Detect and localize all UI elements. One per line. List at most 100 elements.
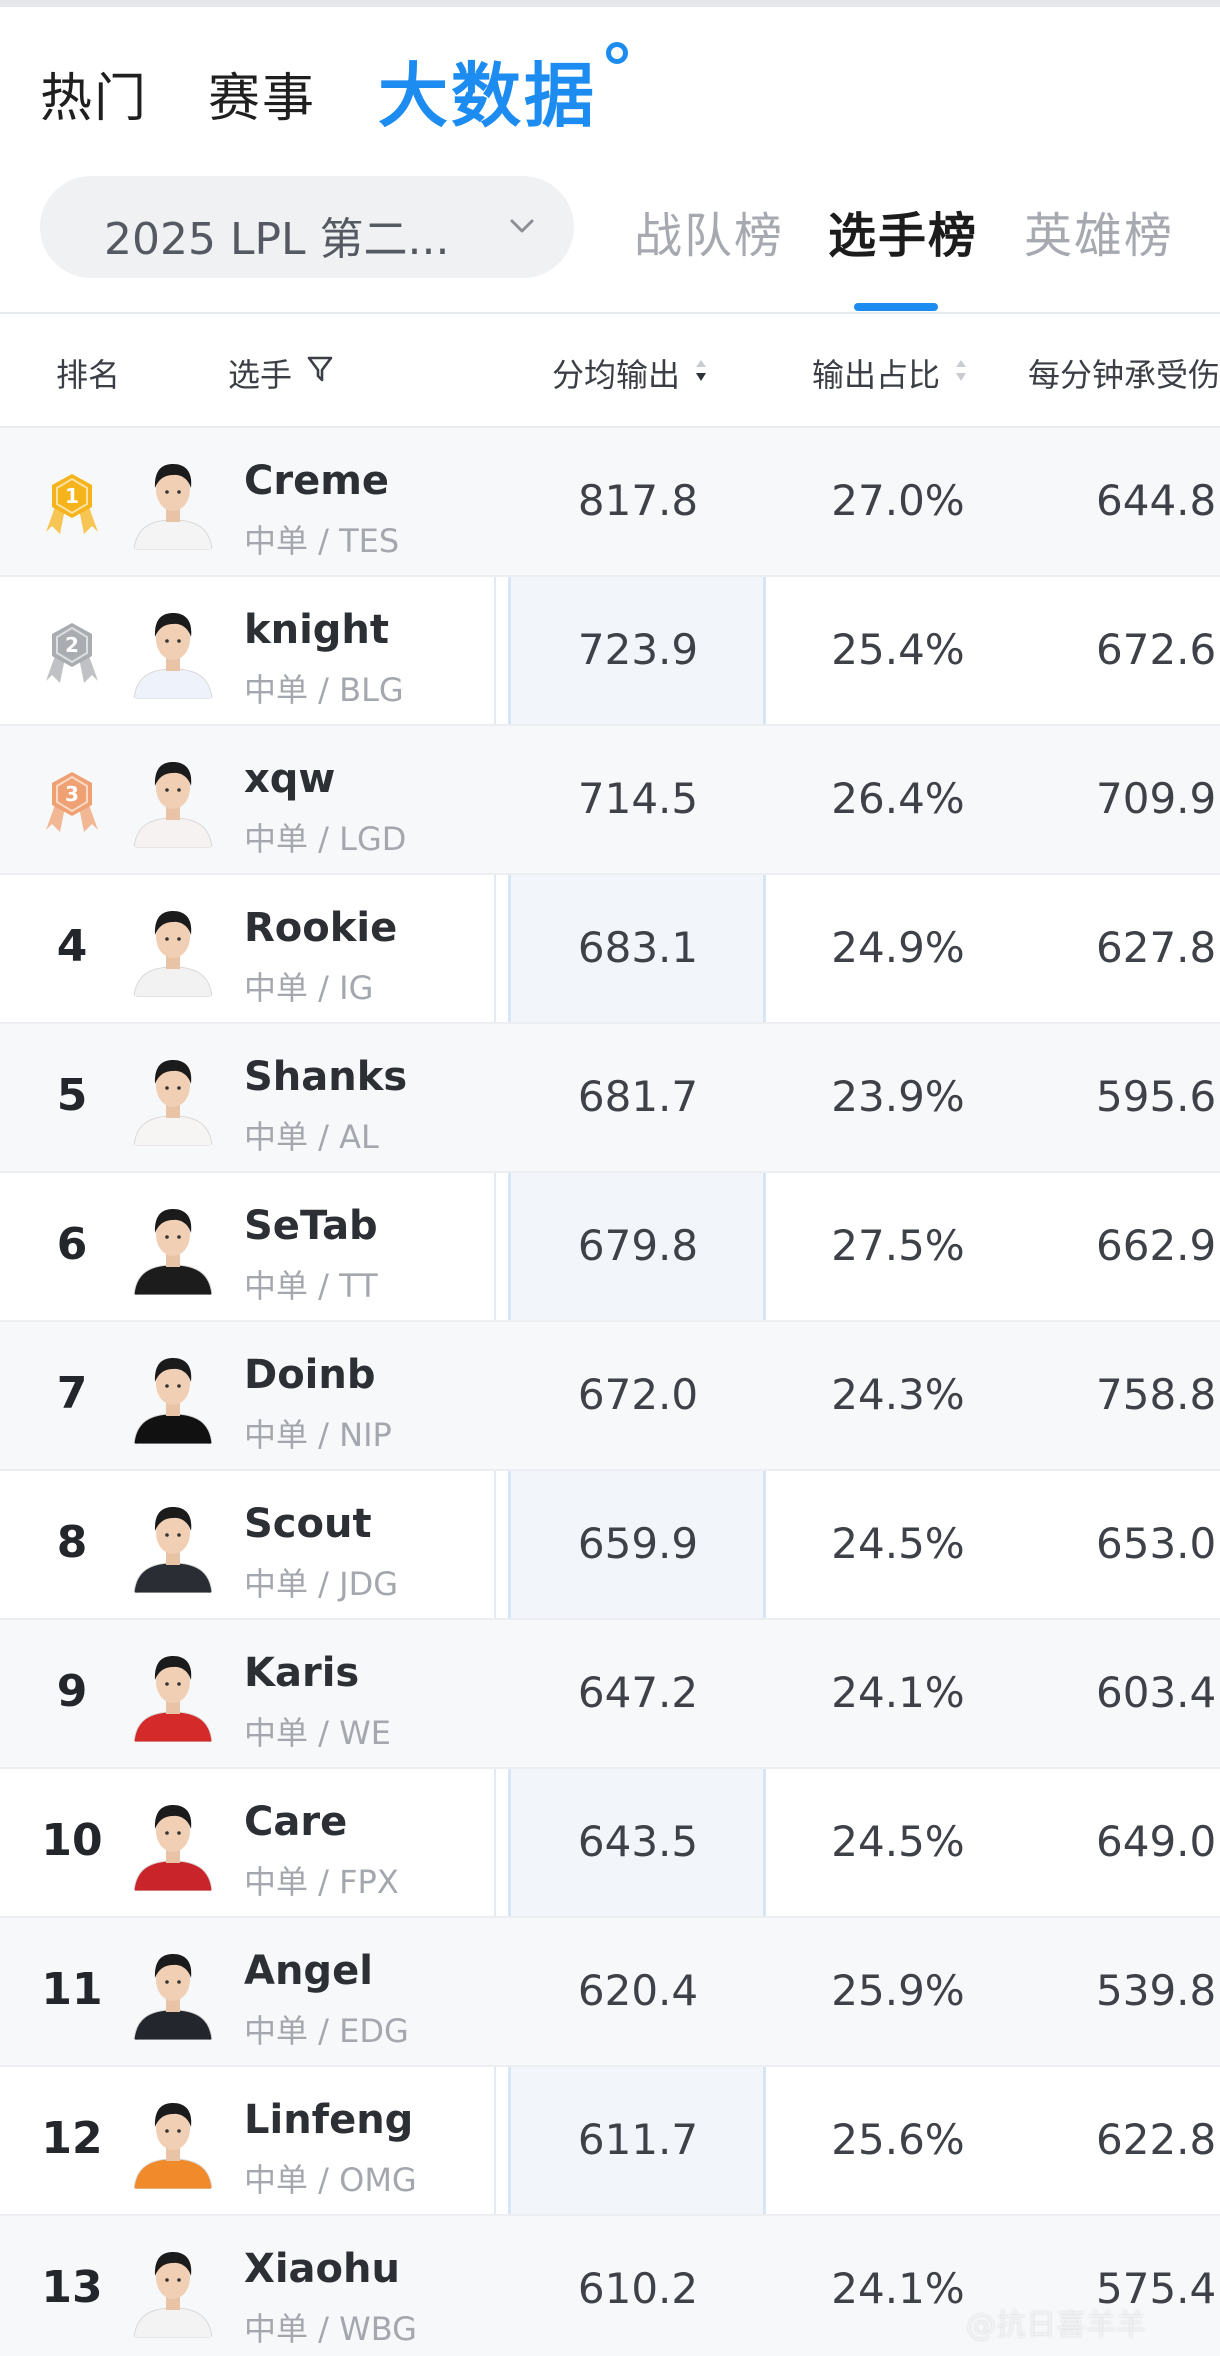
damage-taken-value: 575.4 — [1096, 2264, 1217, 2313]
damage-share-value: 27.0% — [831, 476, 965, 525]
table-header: 排名 选手 分均输出 输出占比 每分钟承受伤 — [0, 314, 1220, 428]
table-row[interactable]: 6 SeTab 中单 / TT 679.8 27.5% 662.9 — [0, 1173, 1220, 1322]
damage-taken-value: 627.8 — [1096, 923, 1217, 972]
damage-per-min-value: 817.8 — [577, 476, 699, 525]
damage-taken-value: 662.9 — [1096, 1221, 1217, 1270]
table-row[interactable]: 3 xqw 中单 / LGD 714.5 26.4% 709.9 — [0, 726, 1220, 875]
table-row[interactable]: 10 Care 中单 / FPX 643.5 24.5% 649.0 — [0, 1769, 1220, 1918]
sort-icon[interactable] — [954, 356, 968, 386]
damage-taken-value: 622.8 — [1096, 2115, 1217, 2164]
svg-text:2: 2 — [65, 633, 79, 657]
table-row[interactable]: 1 Creme 中单 / TES 817.8 27.0% 644.8 — [0, 428, 1220, 577]
damage-share-value: 25.6% — [831, 2115, 965, 2164]
player-name[interactable]: Angel — [244, 1948, 373, 1994]
tab-hero-rank[interactable]: 英雄榜 — [1024, 208, 1175, 264]
rank-number: 4 — [56, 921, 88, 972]
player-avatar[interactable] — [130, 897, 216, 997]
player-name[interactable]: Care — [244, 1799, 348, 1845]
player-name[interactable]: Shanks — [244, 1054, 408, 1100]
player-name[interactable]: Doinb — [244, 1352, 376, 1398]
nav-bigdata[interactable]: 大数据 — [378, 55, 597, 137]
player-avatar[interactable] — [130, 599, 216, 699]
player-name[interactable]: SeTab — [244, 1203, 378, 1249]
damage-taken-value: 539.8 — [1096, 1966, 1217, 2015]
top-nav: 热门 赛事 大数据 — [0, 30, 1220, 140]
filter-icon[interactable] — [306, 354, 334, 384]
damage-taken-value: 672.6 — [1096, 625, 1217, 674]
header-player: 选手 — [228, 356, 293, 394]
player-avatar[interactable] — [130, 1344, 216, 1444]
damage-per-min-value: 610.2 — [577, 2264, 699, 2313]
player-avatar[interactable] — [130, 2238, 216, 2338]
table-row[interactable]: 13 Xiaohu 中单 / WBG 610.2 24.1% 575.4 — [0, 2216, 1220, 2356]
player-name[interactable]: Creme — [244, 458, 390, 504]
player-avatar[interactable] — [130, 450, 216, 550]
player-name[interactable]: Rookie — [244, 905, 398, 951]
nav-events[interactable]: 赛事 — [208, 69, 317, 129]
damage-per-min-value: 714.5 — [577, 774, 699, 823]
player-avatar[interactable] — [130, 1493, 216, 1593]
table-row[interactable]: 7 Doinb 中单 / NIP 672.0 24.3% 758.8 — [0, 1322, 1220, 1471]
damage-share-value: 25.4% — [831, 625, 965, 674]
damage-taken-value: 709.9 — [1096, 774, 1217, 823]
player-name[interactable]: Xiaohu — [244, 2246, 400, 2292]
player-name[interactable]: Scout — [244, 1501, 372, 1547]
damage-taken-value: 649.0 — [1096, 1817, 1217, 1866]
player-role-team: 中单 / WBG — [244, 2310, 417, 2348]
player-avatar[interactable] — [130, 1195, 216, 1295]
rank-number: 12 — [41, 2113, 103, 2164]
chevron-down-icon — [510, 219, 534, 233]
player-name[interactable]: knight — [244, 607, 390, 653]
svg-text:1: 1 — [65, 484, 79, 508]
player-avatar[interactable] — [130, 1791, 216, 1891]
player-role-team: 中单 / LGD — [244, 820, 407, 858]
damage-taken-value: 595.6 — [1096, 1072, 1217, 1121]
player-avatar[interactable] — [130, 1940, 216, 2040]
player-role-team: 中单 / JDG — [244, 1565, 399, 1603]
player-avatar[interactable] — [130, 1642, 216, 1742]
damage-taken-value: 603.4 — [1096, 1668, 1217, 1717]
table-row[interactable]: 12 Linfeng 中单 / OMG 611.7 25.6% 622.8 — [0, 2067, 1220, 2216]
table-row[interactable]: 9 Karis 中单 / WE 647.2 24.1% 603.4 — [0, 1620, 1220, 1769]
player-avatar[interactable] — [130, 2089, 216, 2189]
rank-number: 13 — [41, 2262, 103, 2313]
header-damage-taken-per-min[interactable]: 每分钟承受伤 — [1028, 356, 1220, 394]
damage-per-min-value: 679.8 — [577, 1221, 699, 1270]
table-top-border — [0, 312, 1220, 314]
damage-taken-value: 644.8 — [1096, 476, 1217, 525]
damage-share-value: 24.5% — [831, 1817, 965, 1866]
tab-team-rank[interactable]: 战队榜 — [634, 208, 785, 264]
damage-share-value: 24.1% — [831, 2264, 965, 2313]
damage-per-min-value: 723.9 — [577, 625, 699, 674]
nav-hot[interactable]: 热门 — [40, 69, 149, 129]
player-avatar[interactable] — [130, 1046, 216, 1146]
player-role-team: 中单 / BLG — [244, 671, 404, 709]
damage-per-min-value: 647.2 — [577, 1668, 699, 1717]
header-rank: 排名 — [56, 356, 121, 394]
header-damage-share[interactable]: 输出占比 — [812, 356, 941, 394]
header-damage-per-min[interactable]: 分均输出 — [552, 356, 681, 394]
player-role-team: 中单 / OMG — [244, 2161, 417, 2199]
rank-number: 8 — [56, 1517, 88, 1568]
season-label: 2025 LPL 第二... — [104, 214, 450, 265]
table-row[interactable]: 8 Scout 中单 / JDG 659.9 24.5% 653.0 — [0, 1471, 1220, 1620]
table-row[interactable]: 4 Rookie 中单 / IG 683.1 24.9% 627.8 — [0, 875, 1220, 1024]
damage-per-min-value: 620.4 — [577, 1966, 699, 2015]
player-avatar[interactable] — [130, 748, 216, 848]
table-row[interactable]: 11 Angel 中单 / EDG 620.4 25.9% 539.8 — [0, 1918, 1220, 2067]
table-row[interactable]: 2 knight 中单 / BLG 723.9 25.4% 672.6 — [0, 577, 1220, 726]
watermark: @抗日喜羊羊 — [966, 2308, 1146, 2343]
player-name[interactable]: xqw — [244, 756, 336, 802]
season-dropdown[interactable]: 2025 LPL 第二... — [40, 176, 574, 278]
player-name[interactable]: Linfeng — [244, 2097, 414, 2143]
damage-share-value: 24.1% — [831, 1668, 965, 1717]
damage-share-value: 23.9% — [831, 1072, 965, 1121]
silver-medal-icon: 2 — [46, 623, 98, 683]
sort-desc-icon[interactable] — [694, 356, 708, 386]
player-name[interactable]: Karis — [244, 1650, 360, 1696]
table-row[interactable]: 5 Shanks 中单 / AL 681.7 23.9% 595.6 — [0, 1024, 1220, 1173]
damage-per-min-value: 643.5 — [577, 1817, 699, 1866]
damage-share-value: 24.5% — [831, 1519, 965, 1568]
tab-player-rank[interactable]: 选手榜 — [828, 208, 979, 264]
rank-number: 7 — [56, 1368, 88, 1419]
